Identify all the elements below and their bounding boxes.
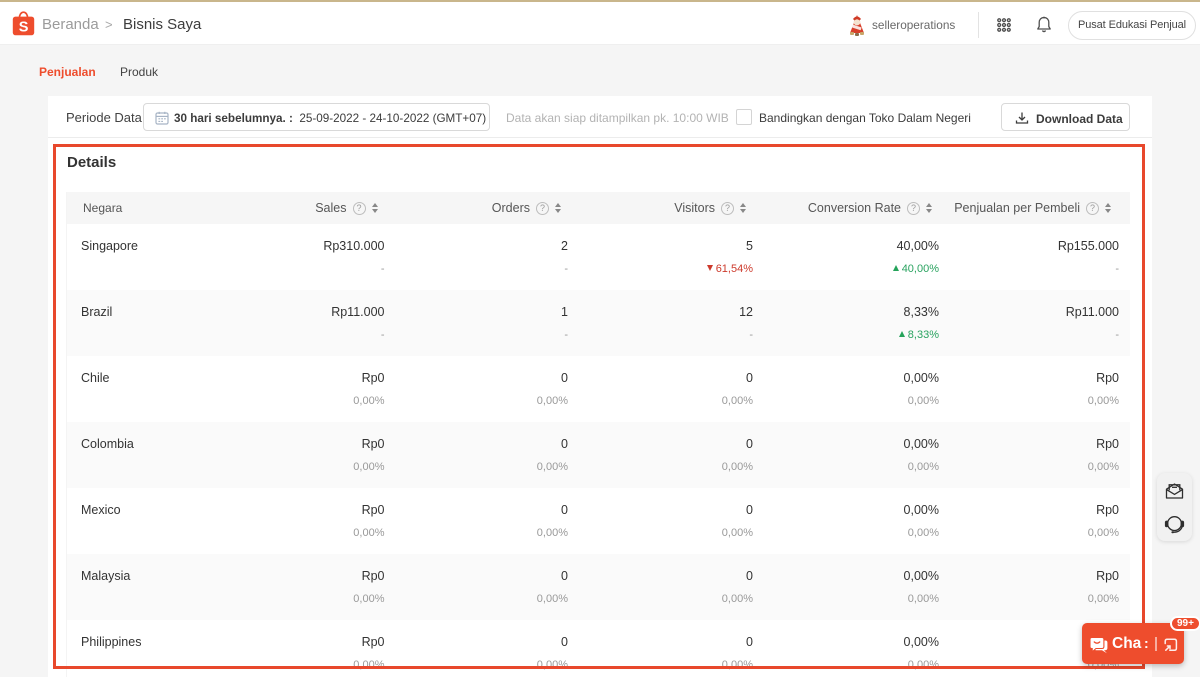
svg-text:S: S bbox=[19, 19, 29, 35]
